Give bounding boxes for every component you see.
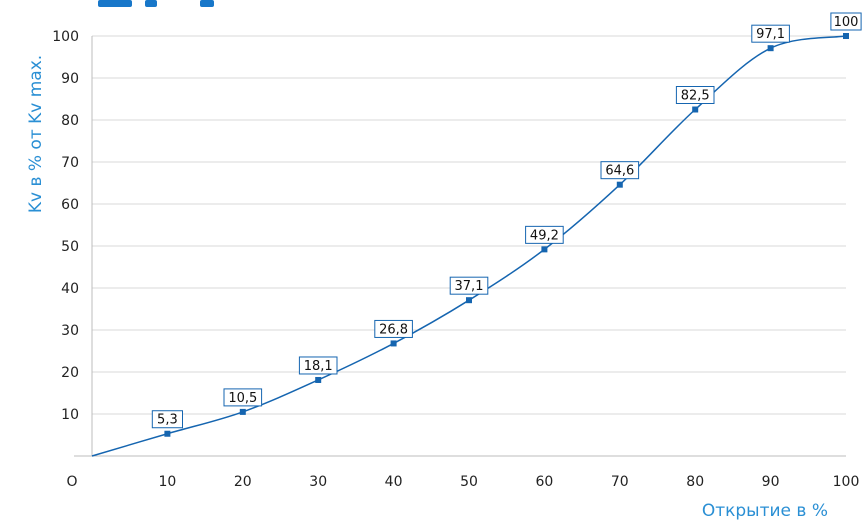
data-label-text: 37,1: [455, 279, 484, 294]
data-point: [692, 106, 699, 113]
data-label-text: 100: [834, 15, 859, 30]
data-point: [541, 246, 548, 253]
x-tick-label: 40: [385, 474, 403, 490]
data-label-box: [675, 86, 715, 104]
y-tick-label: 50: [61, 239, 79, 255]
data-label: 100: [830, 12, 862, 31]
data-label-text: 5,3: [157, 413, 178, 428]
data-point: [843, 33, 849, 39]
cropped-heading-graphic: [98, 0, 214, 7]
data-point: [164, 430, 171, 437]
x-tick-label: 10: [158, 474, 176, 490]
y-tick-labels: 10 20 30 40 50 60 70 80 90 100: [52, 29, 79, 423]
data-label-box: [374, 319, 413, 338]
x-tick-label: 60: [535, 474, 553, 490]
y-tick-label: 10: [61, 407, 79, 423]
data-label: 10,5: [223, 388, 263, 407]
data-label: 49,2: [525, 225, 564, 244]
data-point: [616, 181, 623, 188]
heading-fragment-1: [98, 0, 132, 7]
y-tick-label: 40: [61, 281, 79, 297]
data-point: [390, 340, 397, 347]
x-tick-label: 70: [611, 474, 629, 490]
x-axis-title: Открытие в %: [702, 501, 828, 521]
x-tick-label: O: [66, 474, 77, 490]
data-labels: 5,3 10,5 18,1 26,8 37,1 49,2 64,6 82,5 97,1 100: [151, 12, 862, 429]
data-point: [466, 297, 472, 304]
data-label: 26,8: [374, 319, 413, 338]
y-axis-title: Kv в % от Kv max.: [26, 55, 46, 213]
data-point: [239, 408, 246, 415]
data-label-box: [223, 388, 263, 407]
y-tick-label: 100: [52, 29, 79, 45]
x-tick-label: 100: [833, 474, 860, 490]
y-tick-label: 70: [61, 155, 79, 171]
data-label-text: 82,5: [681, 89, 710, 104]
data-label-text: 18,1: [304, 359, 333, 374]
data-label-text: 97,1: [756, 27, 785, 42]
x-tick-label: 20: [234, 474, 252, 490]
data-label-box: [600, 161, 640, 180]
data-label: 5,3: [151, 410, 184, 429]
y-tick-label: 90: [61, 71, 79, 87]
data-point: [767, 45, 774, 52]
x-tick-label: 80: [686, 474, 704, 490]
data-label-box: [449, 276, 489, 295]
x-tick-labels: O 10 20 30 40 50 60 70 80 90 100: [66, 474, 859, 490]
axes: [74, 36, 846, 457]
heading-fragment-3: [200, 0, 214, 7]
data-label: 37,1: [449, 276, 489, 295]
x-tick-label: 90: [762, 474, 780, 490]
y-tick-label: 80: [61, 113, 79, 129]
y-tick-label: 20: [61, 365, 79, 381]
data-label-box: [525, 225, 564, 244]
data-label-box: [298, 356, 338, 375]
data-label: 82,5: [675, 86, 715, 104]
grid-lines: [92, 35, 846, 415]
data-label: 64,6: [600, 161, 640, 180]
x-tick-label: 50: [460, 474, 478, 490]
heading-fragment-2: [145, 0, 157, 7]
data-label-box: [751, 24, 790, 43]
data-label: 18,1: [298, 356, 338, 375]
data-label-box: [830, 12, 862, 31]
data-point: [315, 376, 322, 383]
data-label-text: 26,8: [379, 322, 408, 337]
y-tick-label: 60: [61, 197, 79, 213]
data-points: [164, 33, 849, 437]
data-label-text: 49,2: [530, 228, 559, 243]
y-tick-label: 30: [61, 323, 79, 339]
data-label-box: [151, 410, 184, 429]
x-tick-label: 30: [309, 474, 327, 490]
data-label-text: 10,5: [228, 391, 257, 406]
data-label-text: 64,6: [605, 164, 634, 179]
data-label: 97,1: [751, 24, 790, 43]
